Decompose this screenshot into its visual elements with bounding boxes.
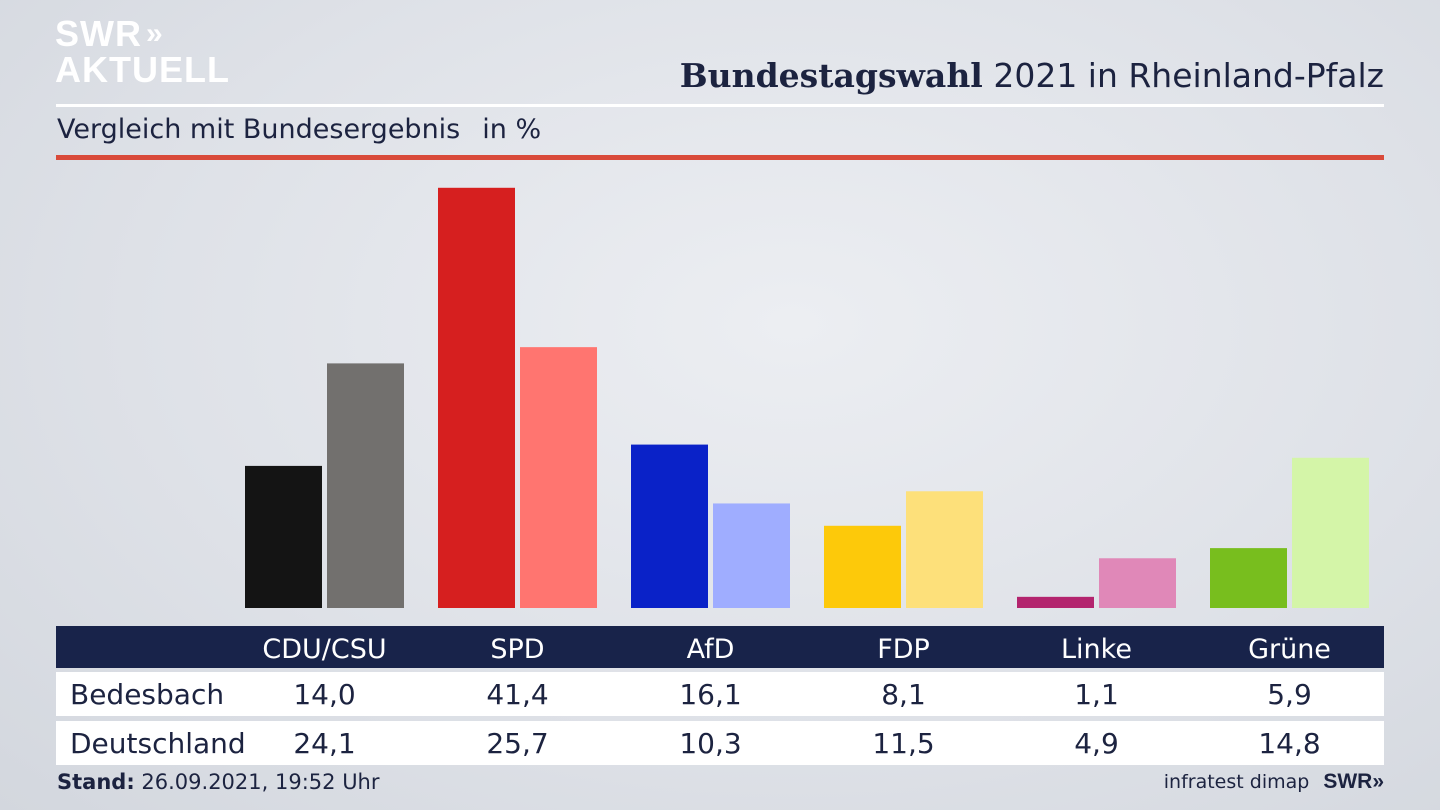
bar-fdp-deutschland <box>906 491 983 608</box>
footer-chevron-icon: » <box>1372 770 1384 793</box>
value-fdp-bedesbach: 8,1 <box>881 677 926 711</box>
bar-chart <box>245 187 1369 609</box>
swr-aktuell-logo: SWR» AKTUELL <box>55 16 230 88</box>
row-label-deutschland: Deutschland <box>70 726 246 760</box>
value-cdu-csu-deutschland: 24,1 <box>293 726 356 760</box>
value-spd-bedesbach: 41,4 <box>486 677 549 711</box>
value-afd-deutschland: 10,3 <box>679 726 742 760</box>
timestamp: Stand: 26.09.2021, 19:52 Uhr <box>57 770 380 794</box>
value-cdu-csu-bedesbach: 14,0 <box>293 677 356 711</box>
bar-spd-deutschland <box>520 347 597 608</box>
logo-aktuell: AKTUELL <box>55 49 230 90</box>
bar-linke-bedesbach <box>1017 596 1094 608</box>
column-header-gr-ne: Grüne <box>1248 633 1331 665</box>
value-linke-bedesbach: 1,1 <box>1074 677 1119 711</box>
source-credit: infratest dimap SWR» <box>1164 770 1384 794</box>
value-linke-deutschland: 4,9 <box>1074 726 1119 760</box>
column-header-fdp: FDP <box>877 633 930 665</box>
bar-gr-ne-bedesbach <box>1210 548 1287 608</box>
page-title: Bundestagswahl 2021 in Rheinland-Pfalz <box>680 56 1384 95</box>
source-text: infratest dimap <box>1163 771 1310 793</box>
table-header-row: CDU/CSU SPD AfD FDP Linke Grüne <box>56 626 1384 668</box>
subtitle-divider <box>56 155 1384 160</box>
results-table: CDU/CSU SPD AfD FDP Linke Grüne Bedesbach 14,… <box>56 626 1384 765</box>
bar-cdu-csu-deutschland <box>327 363 404 608</box>
value-spd-deutschland: 25,7 <box>486 726 549 760</box>
row-label-bedesbach: Bedesbach <box>70 677 225 711</box>
bar-fdp-bedesbach <box>824 525 901 608</box>
chart-subtitle: Vergleich mit Bundesergebnis in % <box>57 114 541 145</box>
bar-spd-bedesbach <box>438 187 515 609</box>
value-afd-bedesbach: 16,1 <box>679 677 742 711</box>
logo-swr: SWR <box>55 13 142 54</box>
title-rest: 2021 in Rheinland-Pfalz <box>982 56 1384 95</box>
column-header-cdu-csu: CDU/CSU <box>262 633 387 665</box>
bar-linke-deutschland <box>1099 558 1176 608</box>
bar-afd-deutschland <box>713 503 790 608</box>
column-header-afd: AfD <box>686 633 735 665</box>
bar-cdu-csu-bedesbach <box>245 465 322 608</box>
value-gr-ne-bedesbach: 5,9 <box>1267 677 1312 711</box>
subtitle-text: Vergleich mit Bundesergebnis <box>57 114 461 145</box>
stand-label: Stand: <box>57 770 135 794</box>
bar-gr-ne-deutschland <box>1292 457 1369 608</box>
value-gr-ne-deutschland: 14,8 <box>1258 726 1321 760</box>
unit-label: in % <box>482 114 542 145</box>
table-row-deutschland: Deutschland 24,1 25,7 10,3 11,5 4,9 14,8 <box>56 721 1384 765</box>
value-fdp-deutschland: 11,5 <box>872 726 935 760</box>
title-bold: Bundestagswahl <box>679 56 983 95</box>
footer-swr: SWR <box>1323 770 1373 793</box>
column-header-linke: Linke <box>1061 633 1132 665</box>
header-divider <box>56 104 1384 107</box>
column-header-spd: SPD <box>490 633 545 665</box>
stand-value: 26.09.2021, 19:52 Uhr <box>141 770 380 794</box>
bar-afd-bedesbach <box>631 444 708 608</box>
swr-footer-logo: SWR» <box>1323 770 1384 794</box>
table-row-bedesbach: Bedesbach 14,0 41,4 16,1 8,1 1,1 5,9 <box>56 672 1384 716</box>
